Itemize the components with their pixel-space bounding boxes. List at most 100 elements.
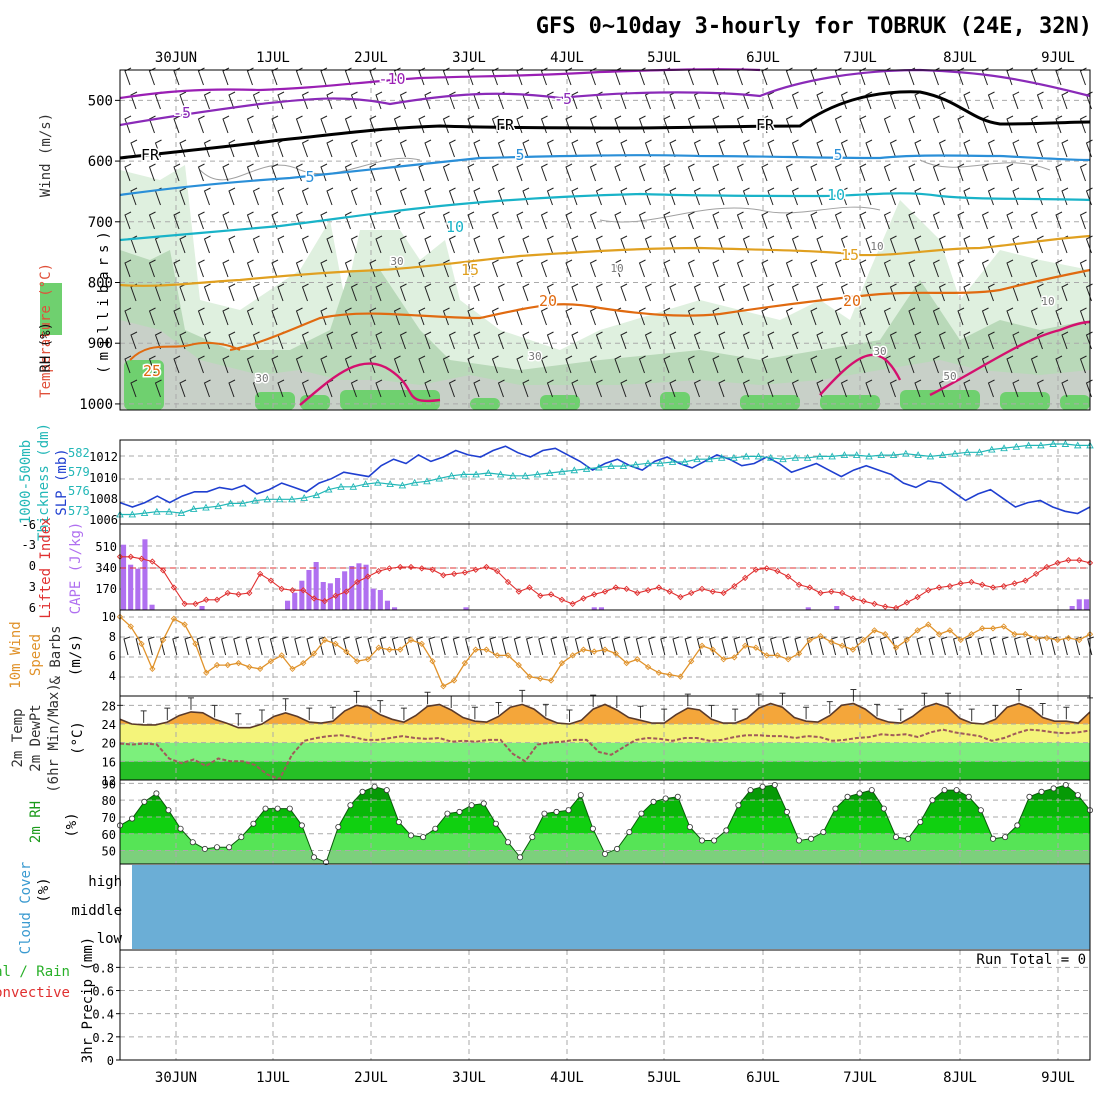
wind-barb (767, 283, 775, 302)
rh2m-point (735, 802, 742, 809)
wind-barb (465, 636, 472, 656)
wind-barb (965, 636, 972, 656)
wind-barb (791, 331, 799, 350)
wind-barb (197, 163, 205, 182)
cape-bar (356, 563, 362, 610)
wind-barb (908, 115, 916, 134)
thickness-point (705, 455, 714, 463)
rh-shade-green (1000, 392, 1050, 410)
wind-barb (491, 259, 499, 278)
wind-barb (1079, 115, 1087, 134)
lifted-index-point (1054, 559, 1061, 567)
wind-barb (497, 235, 505, 254)
wind10-point (321, 636, 328, 644)
temp2m-label-a: 2m Temp (10, 708, 26, 767)
wind-barb (589, 67, 597, 86)
temp-minmax-bar (377, 700, 384, 713)
lifted-index-point (817, 589, 824, 597)
wind-barb (767, 139, 775, 158)
temp-minmax-bar (306, 707, 313, 721)
wind-barb (473, 235, 481, 254)
contour-label: FR (756, 116, 775, 134)
wind10-point (806, 636, 813, 644)
wind-barb (393, 355, 401, 374)
wind-barb (693, 187, 701, 206)
rh2m-point (335, 824, 342, 831)
cloud-level-high: high (88, 874, 122, 890)
thickness-point (840, 451, 849, 459)
rh2m-point (420, 834, 427, 841)
wind-barb (908, 211, 916, 230)
wind-barb (497, 331, 505, 350)
temp-minmax-bar (164, 707, 171, 721)
temp-minmax-bar (613, 695, 620, 708)
wind-barb (197, 115, 205, 134)
cape-bar (370, 588, 376, 610)
wind-barb (320, 211, 328, 230)
cape-bar (327, 583, 333, 610)
rh-shade-gray (120, 320, 1090, 410)
cape-label: CAPE (J/kg) (68, 522, 84, 615)
date-label-bottom: 1JUL (256, 1070, 290, 1086)
wind-barb (963, 139, 971, 158)
wind-barb (587, 636, 594, 656)
wind-barb (883, 115, 891, 134)
wind-barb (663, 307, 671, 326)
wind-barb (1030, 67, 1038, 86)
rh-band (120, 850, 1090, 864)
wind-barb (989, 636, 997, 656)
wind-barb (442, 211, 450, 230)
wind-barb (889, 139, 897, 158)
wind-barb (957, 259, 965, 278)
wind10-point (752, 644, 760, 651)
wind-barb (540, 259, 548, 278)
date-label-bottom: 8JUL (943, 1070, 977, 1086)
y-tick-label: 500 (88, 93, 113, 109)
contour-label: 30 (255, 372, 268, 385)
wind-barb (816, 187, 824, 206)
wind-barb (355, 636, 362, 656)
wind-barb (1006, 307, 1014, 326)
thickness-point (423, 477, 431, 485)
cape-bar (384, 600, 390, 610)
wind-barb (173, 355, 181, 374)
rh2m-point (226, 844, 233, 851)
date-label-top: 2JUL (354, 50, 388, 66)
wind-barb (620, 139, 628, 158)
thickness-point (1024, 441, 1033, 449)
wind-barb (330, 636, 338, 656)
wind-barb (173, 115, 181, 134)
wind-barb (442, 259, 450, 278)
thickness-label-a: 1000-500mb (18, 440, 34, 524)
y-tick-label: 900 (88, 336, 113, 352)
wind-barb (987, 187, 995, 206)
wind-barb (252, 283, 260, 302)
y-tick-label: 800 (88, 276, 113, 292)
precip-label-unit: 3hr Precip (mm) (80, 937, 96, 1063)
upper-panel-labels: Wind (m/s) Temperature (°C) RH (%) (mill… (38, 113, 112, 398)
wind-barb (810, 307, 818, 326)
cape-bar (1076, 599, 1082, 610)
thickness-point (263, 495, 272, 503)
wind-barb (810, 259, 818, 278)
wind-barb (785, 67, 793, 86)
wind-barb (718, 187, 726, 206)
wind-barb (770, 636, 777, 656)
thickness-point (447, 471, 456, 479)
wind10-point (256, 665, 264, 673)
wind-barb (350, 235, 358, 254)
wind10-point (515, 661, 522, 669)
wind-barb (271, 115, 279, 134)
thickness-point (239, 499, 247, 507)
lifted-index-point (569, 600, 576, 608)
contour-label: 30 (528, 350, 541, 363)
wind-barb (908, 355, 916, 374)
thickness-point (189, 505, 198, 512)
temp-minmax-bar (590, 694, 597, 708)
wind-barb (614, 163, 622, 182)
wind10-point (289, 665, 296, 673)
wind-barb (1012, 187, 1020, 206)
temp2m-label-b: 2m DewPt (28, 704, 44, 771)
rh2m-tick-label: 90 (102, 777, 116, 791)
upper-temp-label: Temperature (°C) (38, 263, 54, 398)
